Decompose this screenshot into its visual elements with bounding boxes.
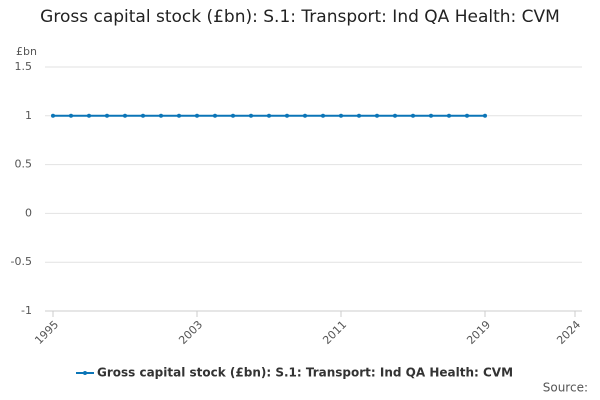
point	[375, 113, 379, 118]
point	[393, 113, 397, 118]
point	[267, 113, 271, 118]
point	[447, 113, 451, 118]
point	[141, 113, 145, 118]
point	[285, 113, 289, 118]
y-axis-label: £bn	[16, 45, 37, 58]
x-tick-label: 2003	[176, 318, 205, 347]
legend-marker	[83, 371, 87, 375]
point	[159, 113, 163, 118]
point	[87, 113, 91, 118]
y-tick-label: 0	[25, 206, 32, 219]
point	[213, 113, 217, 118]
x-tick-label: 2019	[464, 318, 493, 347]
point	[105, 113, 109, 118]
point	[303, 113, 307, 118]
y-tick-label: 0.5	[15, 158, 33, 171]
x-tick-label: 2024	[554, 318, 583, 347]
point	[429, 113, 433, 118]
point	[339, 113, 343, 118]
y-tick-label: -0.5	[11, 255, 32, 268]
legend-label: Gross capital stock (£bn): S.1: Transpor…	[97, 366, 513, 380]
point	[249, 113, 253, 118]
point	[51, 113, 55, 118]
x-tick-label: 1995	[32, 318, 61, 347]
point	[411, 113, 415, 118]
point	[321, 113, 325, 118]
point	[69, 113, 73, 118]
source: Source:	[543, 381, 588, 395]
point	[123, 113, 127, 118]
point	[195, 113, 199, 118]
point	[465, 113, 469, 118]
chart-title: Gross capital stock (£bn): S.1: Transpor…	[40, 7, 560, 27]
x-tick-label: 2011	[320, 318, 349, 347]
point	[231, 113, 235, 118]
y-tick-label: 1	[25, 109, 32, 122]
point	[357, 113, 361, 118]
point	[177, 113, 181, 118]
y-tick-label: -1	[21, 304, 32, 317]
point	[483, 113, 487, 118]
y-tick-label: 1.5	[15, 60, 33, 73]
